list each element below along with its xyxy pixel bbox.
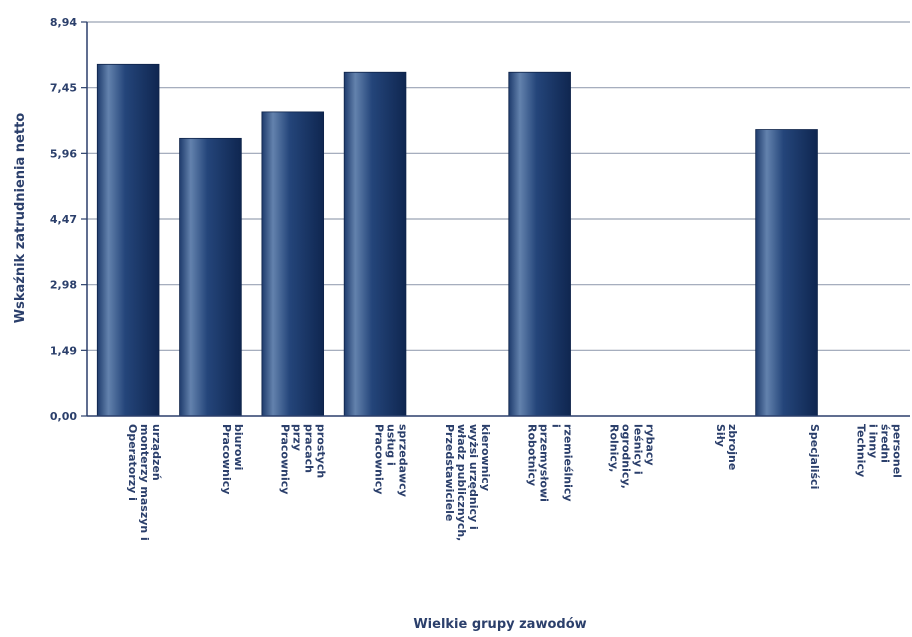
x-category-label-line: Pracownicy	[373, 424, 386, 494]
x-category-label-line: Siły	[714, 424, 727, 447]
x-category-label-line: personel	[891, 424, 904, 478]
x-category-label-line: urządzeń	[150, 424, 163, 481]
x-category-label-line: Specjaliści	[808, 424, 821, 489]
x-category-label-line: kierownicy	[479, 424, 492, 491]
bar	[96, 63, 160, 417]
x-category-label: Pracownicy przy pracach prostych	[278, 424, 327, 494]
y-tick-label: 8,94	[50, 16, 77, 29]
x-category-label: Siły zbrojne	[714, 424, 739, 470]
x-category-label-line: Rolnicy,	[608, 424, 621, 472]
y-tick-label: 2,98	[50, 279, 77, 292]
x-category-label-line: przy	[290, 424, 303, 451]
axes	[81, 21, 910, 417]
y-tick-label: 1,49	[50, 344, 77, 357]
x-category-label-line: i inny	[867, 424, 880, 458]
x-category-label-line: władz publicznych,	[455, 424, 468, 541]
x-category-label-line: Robotnicy	[525, 424, 538, 486]
y-tick-labels: 0,00 1,49 2,98 4,47 5,96 7,45 8,94	[50, 16, 77, 423]
y-axis-title: Wskaźnik zatrudnienia netto	[13, 113, 28, 324]
x-category-label: Rolnicy, ogrodnicy, leśnicy i rybacy	[608, 424, 657, 489]
x-category-label-line: sprzedawcy	[397, 424, 410, 497]
x-category-label-line: Pracownicy	[278, 424, 291, 494]
x-category-label-line: i	[549, 424, 562, 428]
x-category-label-line: średni	[879, 424, 892, 463]
x-category-label-line: leśnicy i	[632, 424, 645, 475]
y-tick-label: 0,00	[50, 410, 77, 423]
x-category-label-line: Technicy	[855, 424, 868, 477]
x-category-label-line: zbrojne	[726, 424, 739, 470]
x-category-label-line: prostych	[314, 424, 327, 478]
x-category-label-line: pracach	[302, 424, 315, 473]
bar	[179, 137, 242, 417]
bar	[343, 71, 407, 417]
y-tick-label: 7,45	[50, 82, 77, 95]
x-category-label-line: rybacy	[644, 424, 657, 466]
x-category-labels: Operatorzy i monterzy maszyn i urządzeń Pra…	[126, 424, 904, 541]
x-category-label: Specjaliści	[808, 424, 821, 489]
x-category-label-line: Przedstawiciele	[443, 424, 456, 521]
x-category-label: Operatorzy i monterzy maszyn i urządzeń	[126, 424, 163, 541]
x-category-label: Robotnicy przemysłowi i rzemieślnicy	[525, 424, 574, 502]
x-category-label-line: Operatorzy i	[126, 424, 139, 501]
bar	[261, 111, 325, 417]
bar	[508, 71, 571, 417]
bars	[96, 63, 818, 417]
y-tick-label: 5,96	[50, 147, 77, 160]
y-tick-label: 4,47	[50, 213, 77, 226]
x-category-label-line: ogrodnicy,	[620, 424, 633, 489]
x-axis-title: Wielkie grupy zawodów	[413, 617, 586, 632]
x-category-label: Technicy i inny średni personel	[855, 424, 904, 478]
x-category-label-line: przemysłowi	[537, 424, 550, 502]
x-category-label-line: rzemieślnicy	[561, 424, 574, 502]
x-category-label: Przedstawiciele władz publicznych, wyżsi u…	[443, 424, 492, 541]
x-category-label-line: usług i	[385, 424, 398, 466]
x-category-label-line: Pracownicy	[220, 424, 233, 494]
x-category-label-line: biurowi	[232, 424, 245, 470]
bar	[755, 129, 818, 417]
x-category-label-line: monterzy maszyn i	[138, 424, 151, 541]
x-category-label-line: wyżsi urzędnicy i	[467, 424, 480, 530]
x-category-label: Pracownicy usług i sprzedawcy	[373, 424, 410, 497]
x-category-label: Pracownicy biurowi	[220, 424, 245, 494]
